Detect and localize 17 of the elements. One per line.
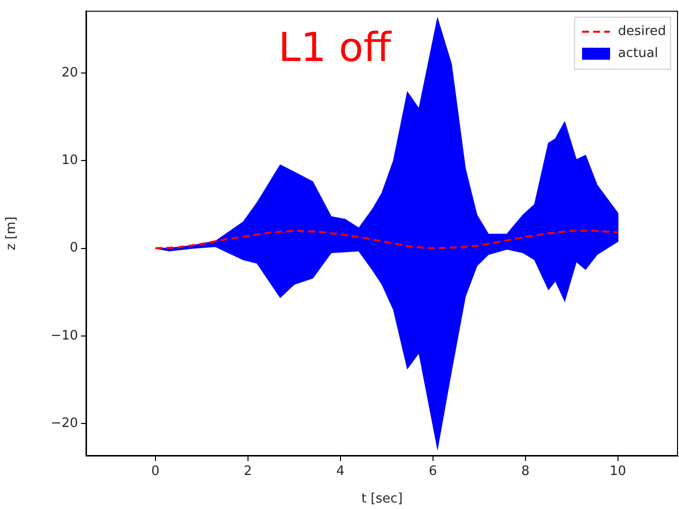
x-tick-label: 4	[336, 464, 345, 480]
legend-label: desired	[618, 24, 666, 40]
x-axis-title: t [sec]	[361, 492, 403, 507]
y-axis-title: z [m]	[4, 216, 20, 250]
legend-label: actual	[618, 46, 658, 62]
y-tick-label: 20	[61, 65, 78, 80]
x-tick-label: 6	[428, 464, 438, 480]
x-tick-label: 0	[151, 464, 160, 480]
x-tick-label: 2	[244, 464, 252, 480]
annotation: L1 off	[278, 25, 392, 72]
y-tick-label: −20	[50, 416, 78, 431]
line-series	[154, 230, 619, 250]
y-tick-label: −10	[50, 328, 78, 344]
x-tick-label: 8	[521, 464, 530, 480]
y-tick-label: 0	[70, 240, 78, 256]
y-tick-label: 10	[61, 153, 78, 168]
x-tick-label: 10	[610, 464, 626, 480]
